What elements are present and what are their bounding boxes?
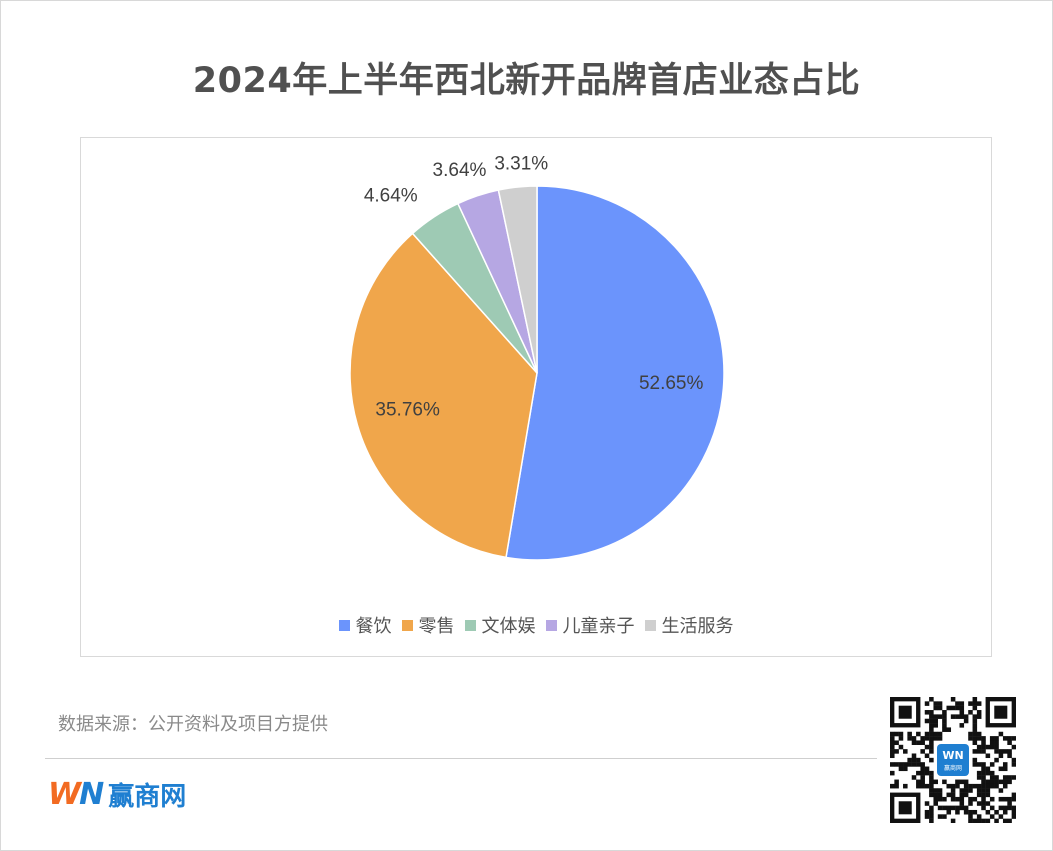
svg-text:赢商网: 赢商网 (944, 764, 962, 772)
data-label-culture-sports-entertainment: 4.64% (364, 186, 418, 207)
legend-swatch (464, 619, 476, 631)
pie-slice-retail (349, 232, 538, 559)
qr-code-icon: WN 赢商网 (890, 697, 1016, 823)
logo-mark: WN (48, 776, 104, 812)
legend-swatch (338, 619, 350, 631)
data-label-life-services: 3.31% (494, 154, 548, 175)
chart-area: 52.65% 35.76% 4.64% 3.64% 3.31% 餐饮 零售 文体娱 儿童亲子 生… (80, 137, 992, 657)
legend-swatch (644, 619, 656, 631)
legend-swatch (401, 619, 413, 631)
pie-chart: 52.65% 35.76% 4.64% 3.64% 3.31% (349, 154, 725, 561)
legend-label: 零售 (418, 616, 455, 637)
data-label-catering: 52.65% (639, 373, 704, 394)
legend-label: 儿童亲子 (562, 616, 635, 637)
data-label-retail: 35.76% (375, 399, 440, 420)
svg-text:WN: WN (942, 749, 963, 762)
chart-title: 2024年上半年西北新开品牌首店业态占比 (192, 61, 861, 101)
chart-legend: 餐饮 零售 文体娱 儿童亲子 生活服务 (81, 612, 991, 638)
legend-item-life-services: 生活服务 (644, 612, 734, 638)
footer-divider (45, 758, 877, 759)
pie-slice-life-services (497, 185, 538, 374)
legend-item-culture-sports-entertainment: 文体娱 (464, 612, 536, 638)
legend-item-catering: 餐饮 (338, 612, 392, 638)
legend-label: 生活服务 (661, 616, 734, 637)
legend-label: 文体娱 (481, 616, 536, 637)
logo-text: 赢商网 (108, 781, 187, 812)
legend-item-kids-family: 儿童亲子 (545, 612, 635, 638)
pie-slice-catering (505, 185, 725, 561)
data-label-kids-family: 3.64% (433, 160, 487, 181)
winshang-logo: WN 赢商网 (48, 776, 186, 812)
legend-item-retail: 零售 (401, 612, 455, 638)
legend-label: 餐饮 (355, 616, 392, 637)
legend-swatch (545, 619, 557, 631)
data-source-note: 数据来源：公开资料及项目方提供 (58, 714, 328, 735)
